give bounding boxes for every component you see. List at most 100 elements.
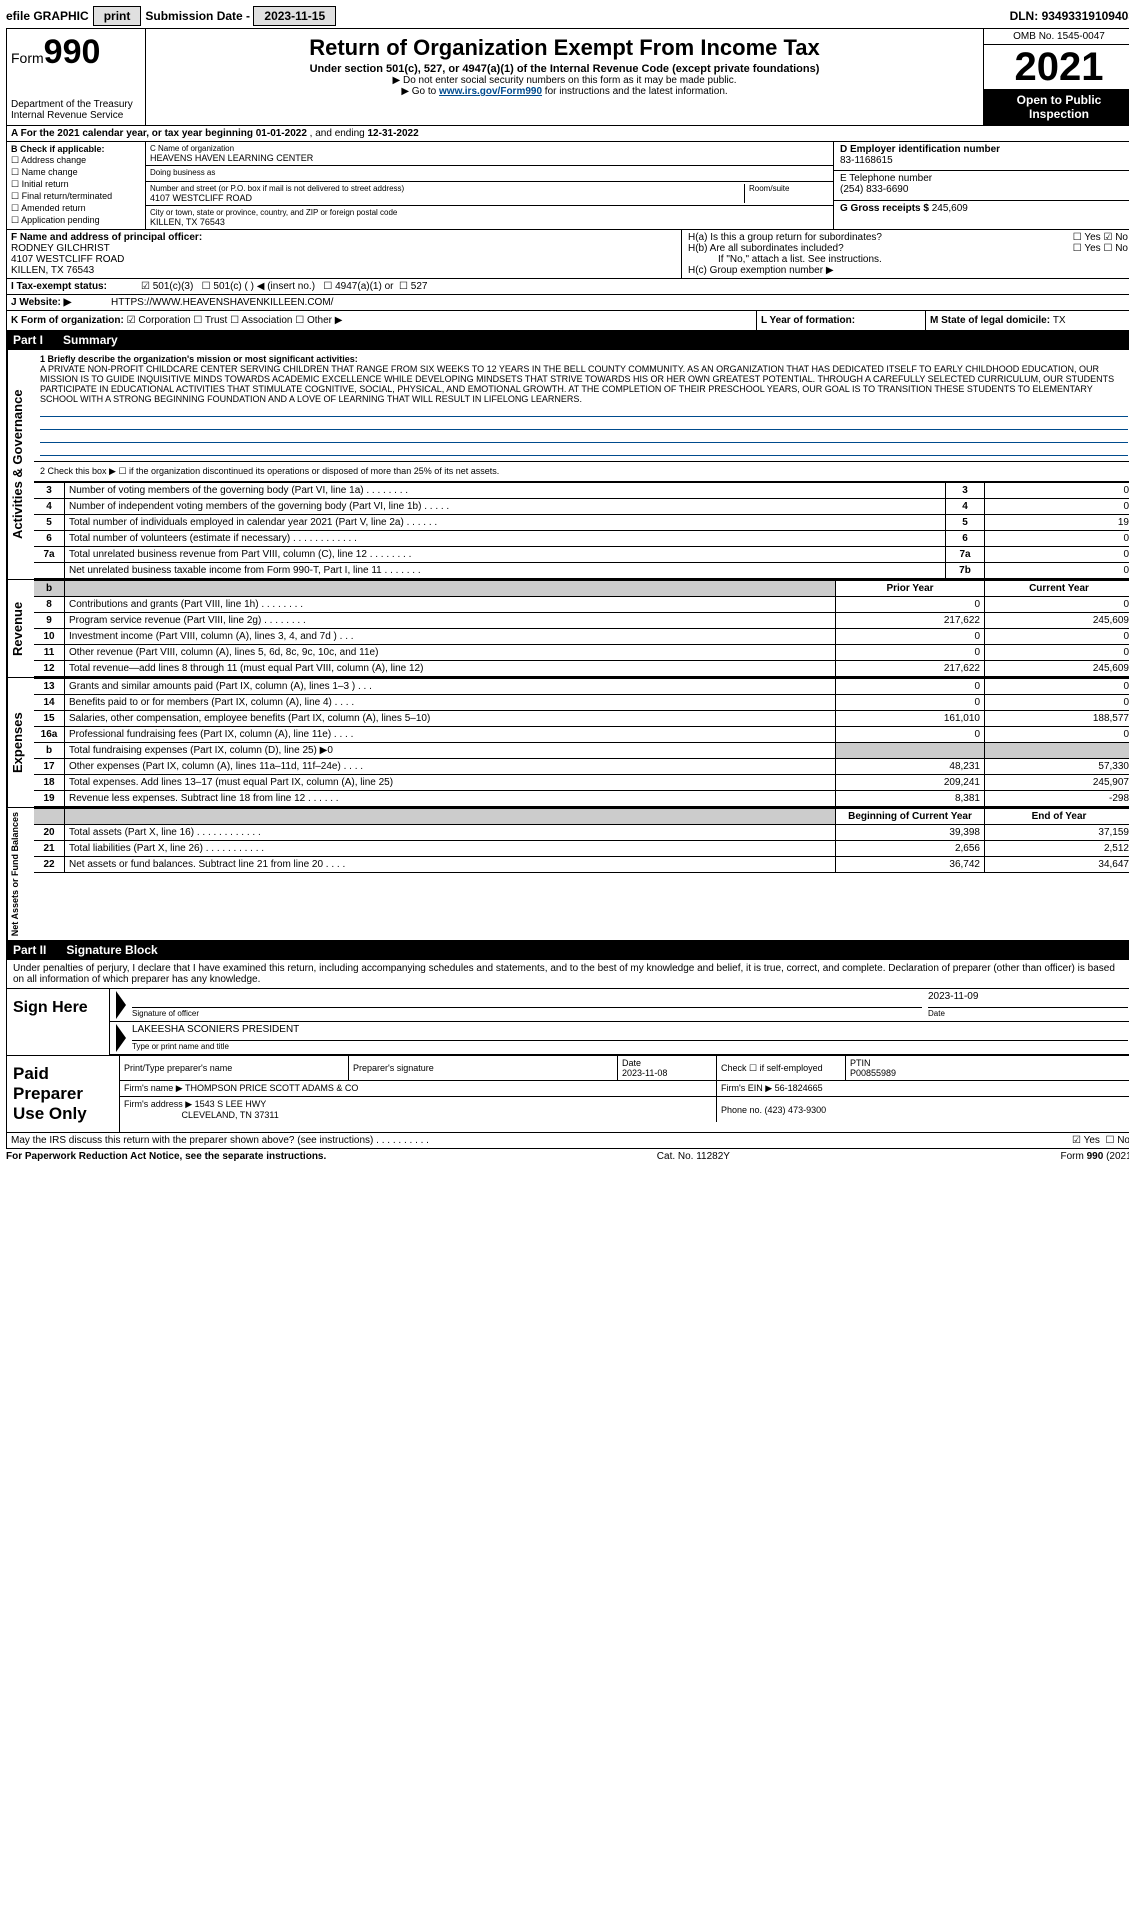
ha-yes[interactable]: Yes <box>1073 232 1101 243</box>
dln: DLN: 93493319109403 <box>1010 9 1129 23</box>
sect-expenses: Expenses 13Grants and similar amounts pa… <box>6 678 1129 808</box>
k-assoc[interactable]: Association <box>230 315 292 326</box>
i-4947[interactable]: 4947(a)(1) or <box>323 281 393 292</box>
table-revenue: bPrior YearCurrent Year 8Contributions a… <box>34 580 1129 677</box>
form-number: Form990 <box>11 33 141 72</box>
header-mid: Return of Organization Exempt From Incom… <box>146 29 984 125</box>
sect-activities: Activities & Governance 1 Briefly descri… <box>6 350 1129 580</box>
table-row: 9Program service revenue (Part VIII, lin… <box>34 613 1129 629</box>
mission-block: 1 Briefly describe the organization's mi… <box>34 350 1129 462</box>
e-phone: E Telephone number (254) 833-6690 <box>834 171 1129 200</box>
table-row: 12Total revenue—add lines 8 through 11 (… <box>34 661 1129 677</box>
l-year: L Year of formation: <box>757 311 926 330</box>
hb-no[interactable]: No <box>1103 243 1128 254</box>
k-other[interactable]: Other ▶ <box>295 315 342 326</box>
form-title: Return of Organization Exempt From Incom… <box>154 35 975 61</box>
i-501c[interactable]: 501(c) ( ) ◀ (insert no.) <box>202 281 315 292</box>
chk-amended[interactable]: Amended return <box>11 203 141 214</box>
paid-table: Print/Type preparer's name Preparer's si… <box>120 1056 1129 1122</box>
table-ag: 3Number of voting members of the governi… <box>34 482 1129 579</box>
col-b: B Check if applicable: Address change Na… <box>7 142 146 229</box>
table-row: 11Other revenue (Part VIII, column (A), … <box>34 645 1129 661</box>
discuss-yes[interactable]: Yes <box>1072 1135 1100 1146</box>
part1-header: Part I Summary <box>6 331 1129 350</box>
row-j: J Website: ▶ HTTPS://WWW.HEAVENSHAVENKIL… <box>6 295 1129 311</box>
g-gross: G Gross receipts $ 245,609 <box>834 201 1129 229</box>
header-left: Form990 Department of the Treasury Inter… <box>7 29 146 125</box>
efile-label: efile GRAPHIC <box>6 9 89 23</box>
pra-notice: For Paperwork Reduction Act Notice, see … <box>6 1151 326 1162</box>
hb-yes[interactable]: Yes <box>1073 243 1101 254</box>
tab-activities: Activities & Governance <box>7 350 34 579</box>
table-row: 8Contributions and grants (Part VIII, li… <box>34 597 1129 613</box>
table-row: bTotal fundraising expenses (Part IX, co… <box>34 743 1129 759</box>
arrow-icon <box>116 991 126 1019</box>
irs-link[interactable]: www.irs.gov/Form990 <box>439 86 542 97</box>
ha-no[interactable]: No <box>1103 232 1128 243</box>
discuss-row: May the IRS discuss this return with the… <box>6 1133 1129 1149</box>
table-row: 13Grants and similar amounts paid (Part … <box>34 679 1129 695</box>
table-row: 16aProfessional fundraising fees (Part I… <box>34 727 1129 743</box>
row-i: I Tax-exempt status: 501(c)(3) 501(c) ( … <box>6 279 1129 295</box>
sect-net: Net Assets or Fund Balances Beginning of… <box>6 808 1129 941</box>
k-trust[interactable]: Trust <box>193 315 227 326</box>
table-row: 5Total number of individuals employed in… <box>34 515 1129 531</box>
k-corp[interactable]: Corporation <box>127 315 191 326</box>
discuss-no[interactable]: No <box>1105 1135 1129 1146</box>
dept-label: Department of the Treasury Internal Reve… <box>11 99 141 121</box>
cat-no: Cat. No. 11282Y <box>657 1151 730 1162</box>
table-row: 3Number of voting members of the governi… <box>34 483 1129 499</box>
row-f-h: F Name and address of principal officer:… <box>6 230 1129 279</box>
tab-revenue: Revenue <box>7 580 34 677</box>
form-header: Form990 Department of the Treasury Inter… <box>6 28 1129 126</box>
sub-date-button[interactable]: 2023-11-15 <box>253 6 336 26</box>
table-row: 10Investment income (Part VIII, column (… <box>34 629 1129 645</box>
chk-initial[interactable]: Initial return <box>11 179 141 190</box>
sub-date-label: Submission Date - 2023-11-15 <box>145 9 336 23</box>
table-row: 6Total number of volunteers (estimate if… <box>34 531 1129 547</box>
sect-revenue: Revenue bPrior YearCurrent Year 8Contrib… <box>6 580 1129 678</box>
tab-expenses: Expenses <box>7 678 34 807</box>
table-row: 21Total liabilities (Part X, line 26) . … <box>34 841 1129 857</box>
mission-text: A PRIVATE NON-PROFIT CHILDCARE CENTER SE… <box>40 364 1114 404</box>
footer: For Paperwork Reduction Act Notice, see … <box>6 1149 1129 1164</box>
table-row: 22Net assets or fund balances. Subtract … <box>34 857 1129 873</box>
b-label: B Check if applicable: <box>11 144 105 154</box>
i-501c3[interactable]: 501(c)(3) <box>141 281 193 292</box>
c-addr: Number and street (or P.O. box if mail i… <box>146 182 833 206</box>
row-a: A For the 2021 calendar year, or tax yea… <box>6 126 1129 142</box>
c-name: C Name of organization HEAVENS HAVEN LEA… <box>146 142 833 166</box>
k-form-org: K Form of organization: Corporation Trus… <box>7 311 757 330</box>
table-row: 4Number of independent voting members of… <box>34 499 1129 515</box>
chk-address[interactable]: Address change <box>11 155 141 166</box>
table-row: 20Total assets (Part X, line 16) . . . .… <box>34 825 1129 841</box>
col-deg: D Employer identification number 83-1168… <box>834 142 1129 229</box>
print-button[interactable]: print <box>93 6 142 26</box>
col-c: C Name of organization HEAVENS HAVEN LEA… <box>146 142 834 229</box>
m-state: M State of legal domicile: TX <box>926 311 1129 330</box>
penalties-text: Under penalties of perjury, I declare th… <box>7 960 1129 989</box>
line2: 2 Check this box ▶ ☐ if the organization… <box>34 462 1129 482</box>
paid-preparer: Paid Preparer Use Only Print/Type prepar… <box>6 1056 1129 1133</box>
signature-block: Under penalties of perjury, I declare th… <box>6 960 1129 1056</box>
paid-label: Paid Preparer Use Only <box>7 1056 120 1132</box>
top-bar: efile GRAPHIC print Submission Date - 20… <box>6 6 1129 26</box>
part2-header: Part II Signature Block <box>6 941 1129 960</box>
section-b-thru-g: B Check if applicable: Address change Na… <box>6 142 1129 230</box>
d-ein: D Employer identification number 83-1168… <box>834 142 1129 171</box>
row-k-l-m: K Form of organization: Corporation Trus… <box>6 311 1129 331</box>
chk-name[interactable]: Name change <box>11 167 141 178</box>
h-group: H(a) Is this a group return for subordin… <box>682 230 1129 278</box>
table-row: 15Salaries, other compensation, employee… <box>34 711 1129 727</box>
chk-app-pending[interactable]: Application pending <box>11 215 141 226</box>
tax-year: 2021 <box>984 45 1129 89</box>
chk-final[interactable]: Final return/terminated <box>11 191 141 202</box>
table-net: Beginning of Current YearEnd of Year 20T… <box>34 808 1129 873</box>
i-527[interactable]: 527 <box>399 281 427 292</box>
c-dba: Doing business as <box>146 166 833 182</box>
table-row: 14Benefits paid to or for members (Part … <box>34 695 1129 711</box>
sign-here-label: Sign Here <box>7 989 110 1055</box>
table-row: 17Other expenses (Part IX, column (A), l… <box>34 759 1129 775</box>
table-expenses: 13Grants and similar amounts paid (Part … <box>34 678 1129 807</box>
tab-net: Net Assets or Fund Balances <box>7 808 34 940</box>
